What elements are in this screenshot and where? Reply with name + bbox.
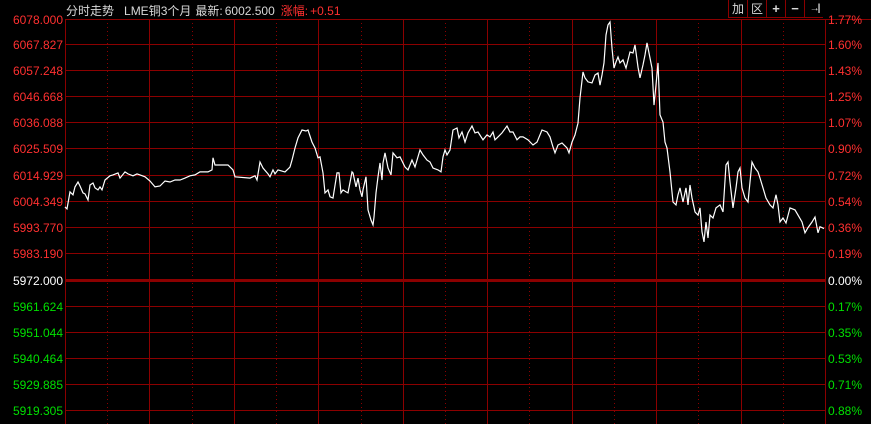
price-axis-label: 6036.088 <box>12 115 63 130</box>
price-axis-label: 5919.305 <box>12 403 63 418</box>
price-line <box>64 20 825 243</box>
percent-axis-label: 0.71% <box>828 377 863 392</box>
percent-axis-label: 0.90% <box>828 141 863 156</box>
price-axis-label: 6025.509 <box>12 141 63 156</box>
price-axis-label: 5940.464 <box>12 351 63 366</box>
zoom-out-icon[interactable]: − <box>785 0 804 18</box>
price-axis-label: 5972.000 <box>12 273 63 288</box>
percent-axis-label: 0.72% <box>828 168 863 183</box>
price-axis-label: 6057.248 <box>12 63 63 78</box>
interval-button[interactable]: 区 <box>747 0 766 18</box>
percent-axis-label: 0.53% <box>828 351 863 366</box>
price-axis-label: 6046.668 <box>12 89 63 104</box>
price-axis-label: 5951.044 <box>12 325 63 340</box>
add-overlay-button[interactable]: 加 <box>728 0 747 18</box>
zoom-in-icon[interactable]: + <box>766 0 785 18</box>
percent-axis-label: 0.54% <box>828 194 863 209</box>
chart-header: 分时走势 LME铜3个月 最新: 6002.500 涨幅: +0.51 <box>66 2 347 18</box>
chart-toolbar: 加 区 + − →| <box>728 0 823 19</box>
percent-axis-label: 1.77% <box>828 12 863 27</box>
price-axis-label: 5983.190 <box>12 246 63 261</box>
price-axis-label: 6078.000 <box>12 12 63 27</box>
percent-axis-label: 0.35% <box>828 325 863 340</box>
percent-axis-label: 0.36% <box>828 220 863 235</box>
price-axis-label: 5929.885 <box>12 377 63 392</box>
price-axis-label: 6067.827 <box>12 37 63 52</box>
change-value: +0.51 <box>310 4 341 18</box>
price-axis-label: 6004.349 <box>12 194 63 209</box>
latest-label: 最新: <box>195 4 223 18</box>
instrument-name: LME铜3个月 <box>124 4 192 18</box>
price-axis-label: 5993.770 <box>12 220 63 235</box>
percent-axis-label: 1.07% <box>828 115 863 130</box>
change-label: 涨幅: <box>280 4 309 18</box>
percent-axis-label: 0.17% <box>828 299 863 314</box>
price-axis-label: 6014.929 <box>12 168 63 183</box>
view-title: 分时走势 <box>66 4 115 18</box>
jump-to-end-icon[interactable]: →| <box>804 0 823 18</box>
percent-axis-label: 0.00% <box>828 273 863 288</box>
percent-axis-label: 1.60% <box>828 37 863 52</box>
percent-axis-label: 0.19% <box>828 246 863 261</box>
percent-axis-label: 1.25% <box>828 89 863 104</box>
price-axis-label: 5961.624 <box>12 299 63 314</box>
latest-value: 6002.500 <box>224 4 275 18</box>
percent-axis-label: 1.43% <box>828 63 863 78</box>
percent-axis-label: 0.88% <box>828 403 863 418</box>
